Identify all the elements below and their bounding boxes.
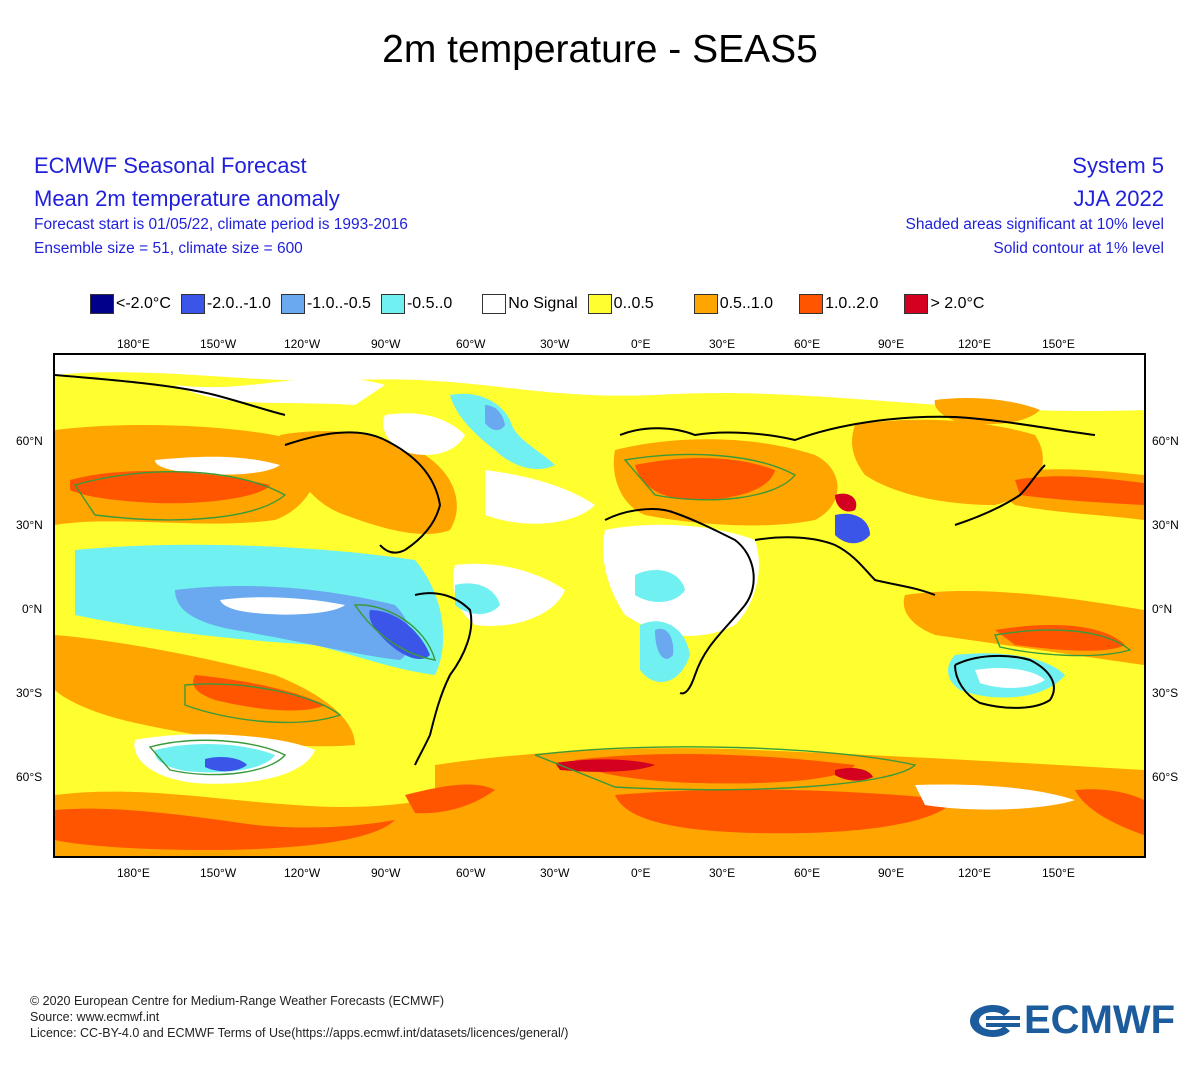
legend-swatch [904,294,929,314]
legend-label: > 2.0°C [930,295,985,312]
lat-label-right: 30°S [1152,686,1179,700]
lon-label-bottom: 90°E [878,866,905,880]
contour-note: Solid contour at 1% level [993,240,1164,257]
ecmwf-logo: ECMWF [966,998,1175,1043]
ecmwf-logo-text: ECMWF [1024,998,1176,1042]
legend-item: -2.0..-1.0 [180,294,271,314]
lat-label-left: 30°S [16,686,43,700]
lon-label-top: 90°W [371,337,401,351]
legend-swatch [180,294,205,314]
legend-item: -0.5..0 [380,294,453,314]
lon-label-top: 30°W [540,337,570,351]
legend-item: 0..0.5 [587,294,654,314]
legend-swatch [380,294,405,314]
lon-label-top: 150°E [1042,337,1075,351]
lat-label-left: 0°N [22,602,43,616]
legend-label: 0..0.5 [613,295,654,312]
lon-label-top: 120°W [284,337,321,351]
legend-item: 0.5..1.0 [693,294,774,314]
legend-label: -1.0..-0.5 [306,295,371,312]
legend-swatch [280,294,305,314]
lon-label-bottom: 60°E [794,866,821,880]
licence-text: Licence: CC-BY-4.0 and ECMWF Terms of Us… [30,1026,569,1040]
lat-label-right: 60°S [1152,770,1179,784]
lon-label-bottom: 0°E [631,866,651,880]
lat-label-left: 60°N [16,434,43,448]
lon-label-bottom: 30°E [709,866,736,880]
lon-label-top: 90°E [878,337,905,351]
lat-label-left: 30°N [16,518,43,532]
legend-swatch [693,294,718,314]
lon-label-bottom: 120°W [284,866,321,880]
system-label: System 5 [1072,153,1164,178]
lat-label-right: 0°N [1152,602,1173,616]
lon-label-bottom: 180°E [117,866,150,880]
lat-label-right: 60°N [1152,434,1179,448]
forecast-start-info: Forecast start is 01/05/22, climate peri… [34,216,408,233]
legend-swatch [587,294,612,314]
legend-item: <-2.0°C [90,294,171,314]
lat-label-right: 30°N [1152,518,1179,532]
forecast-title: ECMWF Seasonal Forecast [34,153,307,178]
lon-label-bottom: 90°W [371,866,401,880]
copyright-text: © 2020 European Centre for Medium-Range … [30,994,445,1008]
lon-label-top: 0°E [631,337,651,351]
source-text: Source: www.ecmwf.int [30,1010,160,1024]
period-label: JJA 2022 [1073,186,1164,211]
ecmwf-logo-icon [970,1004,1020,1037]
legend-item: -1.0..-0.5 [280,294,371,314]
lon-label-bottom: 60°W [456,866,486,880]
lon-label-bottom: 150°E [1042,866,1075,880]
legend-swatch [482,294,507,314]
lon-label-top: 120°E [958,337,991,351]
lon-label-top: 60°W [456,337,486,351]
lon-label-top: 150°W [200,337,237,351]
legend-swatch [90,294,114,314]
page-title: 2m temperature - SEAS5 [382,28,818,71]
lon-label-top: 180°E [117,337,150,351]
legend-label: 0.5..1.0 [719,295,774,312]
lon-label-bottom: 30°W [540,866,570,880]
legend-label: -0.5..0 [406,295,453,312]
legend-item: No Signal [482,294,578,314]
anomaly-map-graphic [55,355,1144,856]
anomaly-map [53,353,1146,858]
legend-label: <-2.0°C [116,295,171,312]
legend-item: 1.0..2.0 [799,294,878,314]
forecast-subtitle: Mean 2m temperature anomaly [34,186,340,211]
significance-note: Shaded areas significant at 10% level [905,216,1165,233]
lon-label-top: 30°E [709,337,736,351]
lon-label-top: 60°E [794,337,821,351]
legend-label: No Signal [508,295,578,312]
footer-credits: © 2020 European Centre for Medium-Range … [30,993,568,1041]
lat-label-left: 60°S [16,770,43,784]
lon-label-bottom: 120°E [958,866,991,880]
legend-swatch [799,294,824,314]
legend-label: 1.0..2.0 [825,295,879,312]
legend-item: > 2.0°C [904,294,984,314]
color-legend: <-2.0°C -2.0..-1.0 -1.0..-0.5 -0.5..0 No… [90,292,994,316]
ensemble-info: Ensemble size = 51, climate size = 600 [34,240,303,257]
lon-label-bottom: 150°W [200,866,237,880]
legend-label: -2.0..-1.0 [206,295,271,312]
